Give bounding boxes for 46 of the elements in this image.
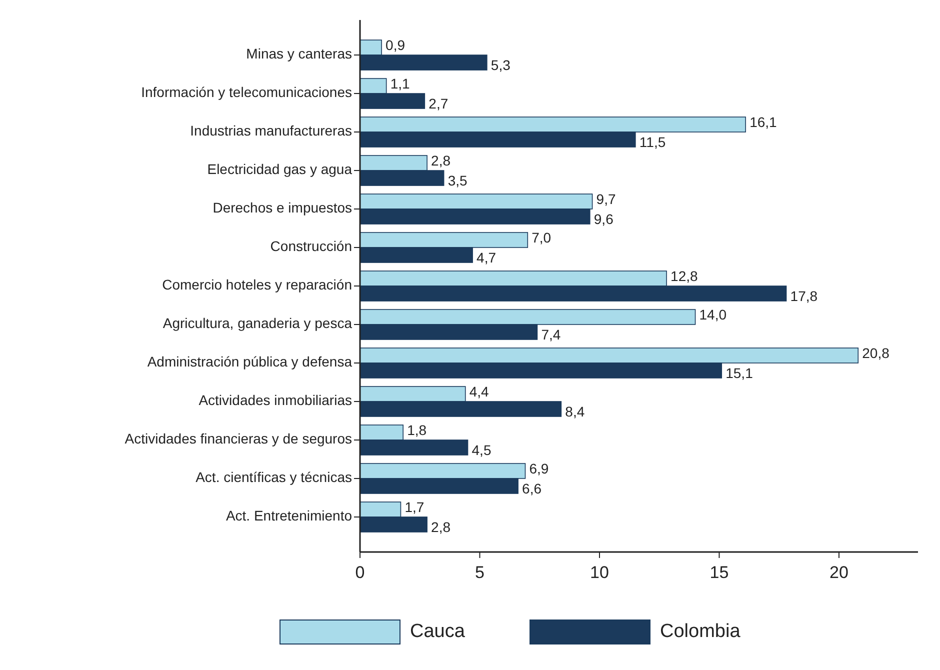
data-label: 7,0 <box>532 230 552 246</box>
x-tick-label: 5 <box>475 563 484 582</box>
x-tick-label: 20 <box>830 563 848 582</box>
x-tick-label: 10 <box>590 563 609 582</box>
data-label: 14,0 <box>699 306 727 323</box>
data-label: 1,7 <box>404 499 424 516</box>
data-label: 12,8 <box>670 268 698 284</box>
y-tick-label: Act. científicas y técnicas <box>196 469 352 486</box>
data-label: 9,7 <box>596 191 616 208</box>
data-label: 4,5 <box>472 442 492 458</box>
y-tick-label: Minas y canteras <box>246 46 352 62</box>
y-tick-label: Electricidad gas y agua <box>207 161 352 178</box>
y-tick-label: Administración pública y defensa <box>147 354 352 370</box>
text: Colombia <box>660 621 741 642</box>
data-label: 1,8 <box>407 422 427 438</box>
data-label: 7,4 <box>541 326 561 343</box>
data-label: 6,6 <box>522 480 542 497</box>
data-label: 0,9 <box>386 37 406 54</box>
data-label: 8,4 <box>565 404 585 420</box>
y-tick-label: Industrias manufactureras <box>190 122 352 139</box>
data-label: 17,8 <box>790 288 818 304</box>
data-label: 3,5 <box>448 172 468 189</box>
data-label: 15,1 <box>726 365 754 382</box>
data-label: 2,8 <box>431 152 451 169</box>
y-tick-label: Derechos e impuestos <box>212 200 352 216</box>
data-label: 6,9 <box>529 460 549 477</box>
y-tick-label: Información y telecomunicaciones <box>141 84 352 100</box>
y-tick-label: Construcción <box>270 238 352 254</box>
data-label: 20,8 <box>862 345 890 362</box>
data-label: 4,4 <box>469 384 490 400</box>
data-label: 16,1 <box>750 114 778 130</box>
y-tick-label: Actividades inmobiliarias <box>198 392 352 408</box>
y-tick-label: Act. Entretenimiento <box>226 508 352 524</box>
data-label: 11,5 <box>639 134 666 150</box>
data-label: 2,8 <box>431 519 451 536</box>
y-tick-label: Actividades financieras y de seguros <box>124 430 352 447</box>
data-label: 4,7 <box>476 250 496 266</box>
data-label: 5,3 <box>490 57 511 74</box>
x-tick-label: 15 <box>710 563 729 582</box>
data-label: 9,6 <box>594 211 614 228</box>
data-label: 1,1 <box>390 76 410 92</box>
x-tick-label: 0 <box>355 563 365 582</box>
text: Cauca <box>410 621 466 642</box>
y-tick-label: Comercio hoteles y reparación <box>162 276 352 293</box>
data-label: 2,7 <box>428 96 448 112</box>
y-tick-label: Agricultura, ganaderia y pesca <box>162 315 352 332</box>
